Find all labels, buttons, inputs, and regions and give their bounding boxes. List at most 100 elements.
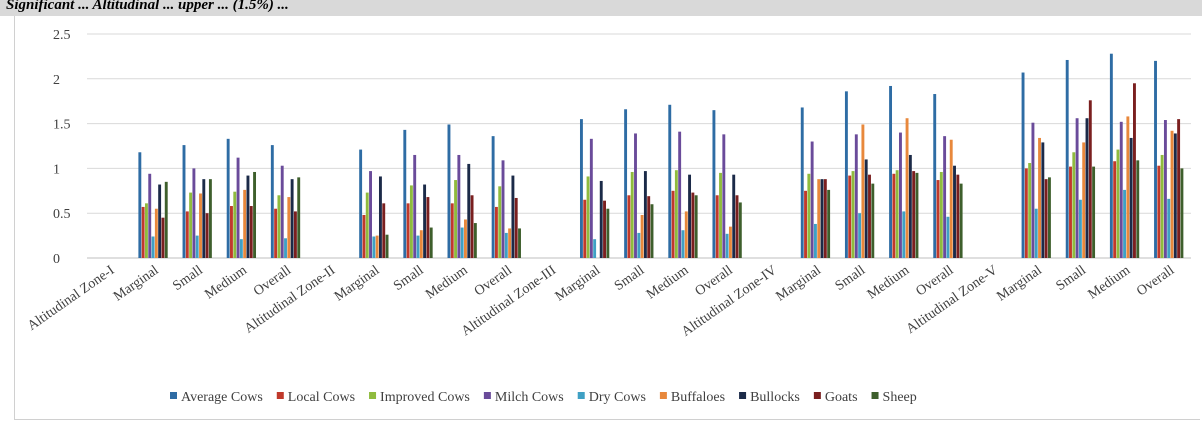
bar-milch-cows <box>148 173 152 258</box>
legend-label: Improved Cows <box>380 390 470 405</box>
bar-local-cows <box>450 203 454 258</box>
bar-bullocks <box>688 174 692 258</box>
bar-average-cows <box>1065 59 1069 259</box>
legend: Average Cows Local Cows Improved Cows Milch… <box>170 390 917 405</box>
bar-sheep <box>473 223 477 258</box>
bar-buffaloes <box>684 211 688 258</box>
bar-dry-cows <box>946 216 950 258</box>
bar-goats <box>1044 179 1048 258</box>
bars <box>138 53 1184 259</box>
bar-buffaloes <box>199 193 202 258</box>
bar-local-cows <box>185 211 189 258</box>
bar-improved-cows <box>498 186 502 258</box>
bar-milch-cows <box>678 131 682 258</box>
caption-strip: Significant ... Altitudinal ... upper ..… <box>0 0 1202 16</box>
bar-milch-cows <box>369 171 372 258</box>
bar-sheep <box>827 189 831 258</box>
bar-buffaloes <box>728 226 732 258</box>
bar-goats <box>1088 100 1092 258</box>
bar-sheep <box>1180 168 1184 258</box>
bar-dry-cows <box>284 238 287 258</box>
bar-average-cows <box>624 109 628 258</box>
bar-sheep <box>1047 177 1051 258</box>
bar-average-cows <box>844 91 848 258</box>
bar-buffaloes <box>243 189 247 258</box>
bar-improved-cows <box>807 173 811 258</box>
bar-dry-cows <box>858 213 862 258</box>
bar-buffaloes <box>1126 116 1130 259</box>
bar-milch-cows <box>810 141 814 258</box>
legend-swatch <box>813 392 821 399</box>
bar-improved-cows <box>630 171 634 258</box>
bar-dry-cows <box>637 232 641 258</box>
bar-average-cows <box>182 145 186 258</box>
legend-label: Dry Cows <box>589 390 646 405</box>
bar-goats <box>823 179 827 258</box>
bar-milch-cows <box>280 165 284 258</box>
x-tick-label: Small <box>833 263 868 294</box>
bar-goats <box>647 196 651 258</box>
x-tick-label: Medium <box>865 263 913 303</box>
x-tick-label: Overall <box>1134 263 1177 299</box>
legend-swatch <box>871 392 879 399</box>
y-tick-label: 0 <box>53 252 60 267</box>
bar-bullocks <box>246 175 250 258</box>
bar-buffaloes <box>640 214 644 258</box>
bar-local-cows <box>1024 168 1028 258</box>
bar-sheep <box>164 181 168 258</box>
bar-milch-cows <box>413 154 417 258</box>
bar-buffaloes <box>419 230 423 258</box>
bar-average-cows <box>668 104 672 258</box>
bar-buffaloes <box>508 228 512 258</box>
bar-improved-cows <box>365 192 369 258</box>
bar-goats <box>1133 83 1136 258</box>
bar-milch-cows <box>854 134 858 258</box>
bar-improved-cows <box>454 180 458 258</box>
bar-dry-cows <box>151 236 155 258</box>
bar-milch-cows <box>1163 120 1167 259</box>
bar-bullocks <box>864 159 868 258</box>
bar-average-cows <box>403 129 407 258</box>
legend-swatch <box>659 392 667 399</box>
bar-dry-cows <box>1123 189 1127 258</box>
legend-label: Goats <box>825 390 858 405</box>
x-tick-label: Small <box>170 263 205 294</box>
bar-sheep <box>253 171 257 258</box>
bar-milch-cows <box>1075 118 1079 258</box>
bar-goats <box>382 203 386 258</box>
bar-milch-cows <box>1031 122 1035 258</box>
bar-buffaloes <box>464 219 467 258</box>
bar-buffaloes <box>949 139 953 258</box>
bar-buffaloes <box>817 179 821 258</box>
bar-improved-cows <box>895 170 899 258</box>
bar-goats <box>691 192 695 258</box>
y-tick-label: 1 <box>53 162 60 177</box>
bar-local-cows <box>892 173 896 258</box>
bar-milch-cows <box>192 168 196 258</box>
bar-goats <box>868 174 871 258</box>
bar-local-cows <box>936 180 940 258</box>
bar-sheep <box>650 204 654 258</box>
bar-local-cows <box>583 199 587 258</box>
bar-sheep <box>518 228 521 258</box>
x-tick-label: Marginal <box>553 263 604 305</box>
bar-buffaloes <box>1082 142 1086 258</box>
x-tick-label: Marginal <box>994 263 1045 305</box>
legend-swatch <box>483 392 491 399</box>
bar-milch-cows <box>943 136 947 258</box>
bar-sheep <box>738 202 742 258</box>
bar-dry-cows <box>593 239 597 258</box>
legend-label: Average Cows <box>181 390 263 405</box>
bar-goats <box>514 197 518 258</box>
bar-sheep <box>208 179 212 258</box>
y-axis-ticks: 0 0.5 1 1.5 2 2.5 <box>53 28 71 267</box>
bar-sheep <box>606 208 610 258</box>
bar-bullocks <box>1129 137 1133 258</box>
bar-local-cows <box>274 208 278 258</box>
bar-goats <box>161 217 165 258</box>
bar-local-cows <box>1157 165 1161 258</box>
bar-local-cows <box>1113 161 1117 258</box>
bar-dry-cows <box>372 236 376 258</box>
